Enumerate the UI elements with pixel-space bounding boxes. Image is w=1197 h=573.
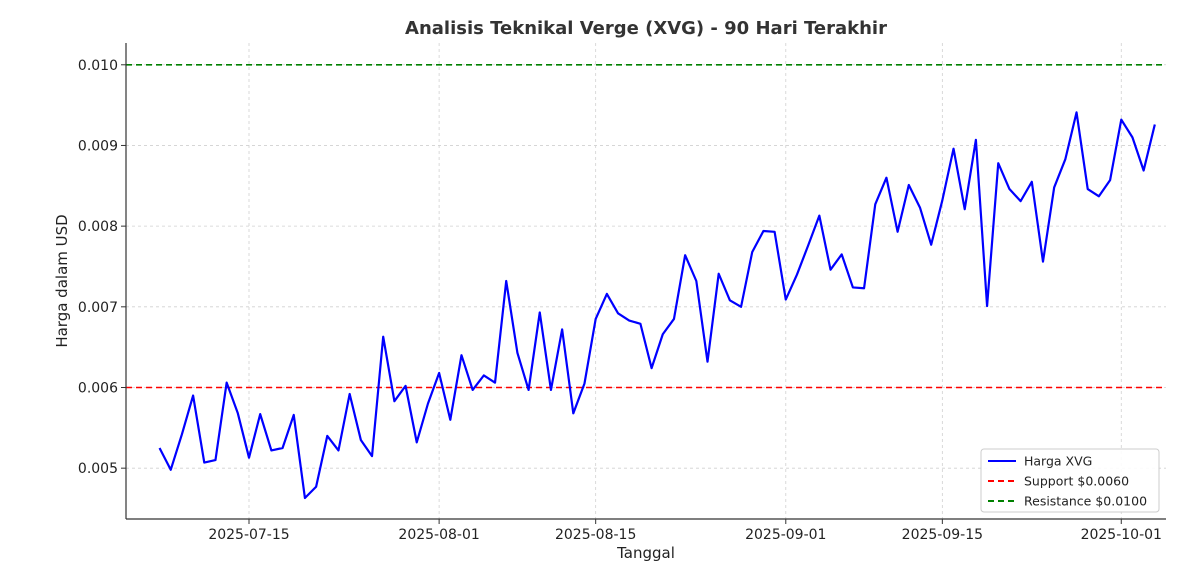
x-axis-ticks: 2025-07-15 2025-08-01 2025-08-15 2025-09-01… [208, 519, 1162, 543]
reference-lines [126, 63, 1166, 389]
x-tick-label: 2025-09-01 [745, 527, 826, 543]
legend: Harga XVG Support $0.0060 Resistance $0.01… [980, 448, 1160, 513]
chart-title: Analisis Teknikal Verge (XVG) - 90 Hari … [405, 18, 887, 39]
y-tick-label: 0.005 [78, 461, 118, 477]
x-tick-label: 2025-08-15 [555, 527, 636, 543]
price-line [158, 111, 1156, 500]
x-tick-label: 2025-10-01 [1081, 527, 1162, 543]
y-tick-label: 0.006 [78, 380, 118, 396]
y-tick-label: 0.007 [78, 300, 118, 316]
x-tick-label: 2025-07-15 [208, 527, 289, 543]
y-tick-label: 0.010 [78, 58, 118, 74]
series-layer [158, 111, 1156, 500]
y-axis-label: Harga dalam USD [53, 214, 71, 347]
legend-label: Harga XVG [1024, 454, 1092, 469]
y-tick-label: 0.009 [78, 138, 118, 154]
legend-box [980, 448, 1160, 513]
legend-label: Resistance $0.0100 [1024, 494, 1147, 509]
axes [125, 43, 1166, 520]
legend-label: Support $0.0060 [1024, 474, 1129, 489]
x-tick-label: 2025-08-01 [398, 527, 479, 543]
y-axis-ticks: 0.005 0.006 0.007 0.008 0.009 0.010 [78, 58, 126, 477]
y-tick-label: 0.008 [78, 219, 118, 235]
x-tick-label: 2025-09-15 [902, 527, 983, 543]
x-axis-label: Tanggal [616, 544, 675, 562]
